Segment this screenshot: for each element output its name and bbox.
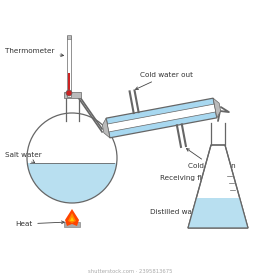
Polygon shape: [102, 118, 110, 138]
Text: Salt water: Salt water: [5, 152, 42, 163]
Polygon shape: [188, 198, 248, 228]
Polygon shape: [107, 104, 216, 132]
Polygon shape: [27, 158, 117, 203]
Polygon shape: [106, 98, 217, 138]
Text: Cold water in: Cold water in: [186, 149, 236, 169]
Text: Receiving flask: Receiving flask: [160, 175, 231, 185]
Bar: [66, 93, 79, 121]
Bar: [67, 36, 71, 97]
Bar: [64, 222, 80, 227]
Bar: [63, 92, 81, 98]
Text: Heat: Heat: [15, 221, 64, 227]
Polygon shape: [188, 145, 248, 228]
Circle shape: [66, 90, 72, 96]
Polygon shape: [68, 213, 76, 223]
Text: Cold water out: Cold water out: [135, 72, 193, 90]
Polygon shape: [213, 98, 221, 118]
Bar: [68, 73, 70, 91]
Polygon shape: [65, 209, 79, 226]
Text: shutterstock.com · 2395813675: shutterstock.com · 2395813675: [88, 269, 172, 274]
Text: Distilled water: Distilled water: [150, 204, 202, 215]
Bar: [211, 123, 225, 145]
Bar: [69, 217, 75, 222]
Bar: [67, 35, 71, 39]
Text: Thermometer: Thermometer: [5, 48, 64, 57]
Polygon shape: [70, 217, 74, 221]
